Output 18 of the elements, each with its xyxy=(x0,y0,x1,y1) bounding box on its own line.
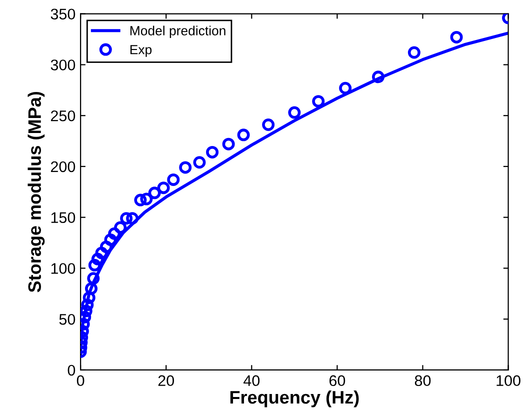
y-tick-label: 150 xyxy=(51,212,76,224)
legend-label: Exp xyxy=(130,45,152,57)
legend-label: Model prediction xyxy=(130,26,226,38)
y-tick-label: 300 xyxy=(50,60,76,70)
x-tick-label: 40 xyxy=(244,375,260,386)
y-tick-label: 0 xyxy=(68,364,76,376)
y-axis-title: Storage modulus (MPa) xyxy=(28,92,45,292)
x-tick-label: 60 xyxy=(329,375,346,386)
x-tick-label: 80 xyxy=(414,375,431,386)
x-tick-label: 100 xyxy=(496,375,520,386)
y-tick-label: 250 xyxy=(50,110,76,122)
y-tick-label: 100 xyxy=(51,263,76,274)
y-tick-label: 350 xyxy=(50,8,76,20)
y-tick-label: 200 xyxy=(50,161,76,172)
y-tick-label: 50 xyxy=(59,314,76,325)
x-tick-label: 20 xyxy=(158,375,174,386)
x-axis-title: Frequency (Hz) xyxy=(230,390,359,408)
x-tick-label: 0 xyxy=(76,375,84,386)
